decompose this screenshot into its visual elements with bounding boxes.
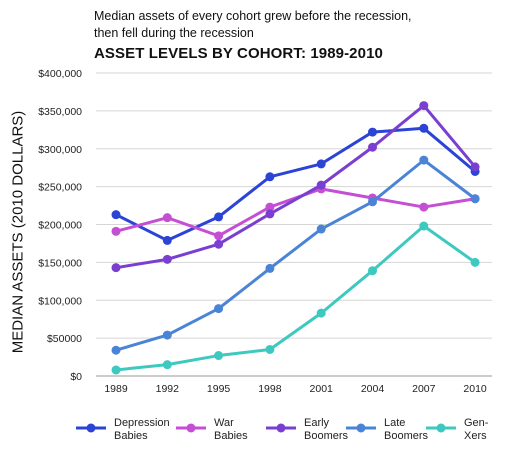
data-point [419,202,429,212]
y-tick-label: $150,000 [38,257,82,269]
data-point [470,194,480,204]
data-point [111,226,121,236]
data-point [470,162,480,172]
data-point [214,304,224,314]
data-point [214,239,224,249]
x-tick-label: 1992 [156,383,180,395]
data-point [419,101,429,111]
data-point [111,210,121,220]
legend-label: Early Boomers [304,417,349,442]
legend-label: War Babies [214,417,248,442]
series-line [114,224,477,372]
data-point [470,257,480,267]
data-point [111,365,121,375]
data-point [368,142,377,152]
legend-label: Depression Babies [114,417,170,442]
chart-subtitle: Median assets of every cohort grew befor… [94,9,412,40]
series-line [114,158,477,352]
data-point [111,345,121,355]
data-point [214,351,224,361]
data-point [316,159,326,169]
x-tick-label: 2007 [412,383,436,395]
data-point [419,221,429,231]
y-tick-label: $300,000 [38,144,82,156]
data-point [111,263,121,273]
data-point [162,254,172,264]
data-point [214,231,224,241]
y-tick-label: $50000 [47,333,82,345]
legend-swatch [176,423,206,433]
data-point [368,127,377,137]
data-point [214,212,224,222]
data-point [368,266,377,276]
data-point [265,172,275,182]
data-point [162,213,172,223]
legend-swatch [76,423,106,433]
data-point [419,155,429,165]
data-point [419,123,429,133]
data-point [316,180,326,190]
data-point [265,263,275,273]
data-point [316,308,326,318]
x-tick-label: 2001 [310,383,334,395]
data-point [162,360,172,370]
legend-swatch [426,423,456,433]
legend-label: Gen-Xers [464,417,489,442]
data-point [162,235,172,245]
x-tick-label: 2004 [361,383,385,395]
data-point [368,197,377,207]
y-tick-label: $100,000 [38,295,82,307]
y-tick-label: $350,000 [38,106,82,118]
x-tick-label: 2010 [463,383,487,395]
y-tick-label: $0 [70,371,82,383]
data-point [162,330,172,340]
series-line [114,126,477,242]
data-point [265,344,275,354]
legend-label: Late Boomers [384,417,429,442]
legend-swatch [266,423,296,433]
series-line [114,104,477,270]
data-point [265,202,275,212]
x-tick-label: 1998 [258,383,282,395]
legend-swatch [346,423,376,433]
legend: Depression Babies War Babies Early Boomers… [74,415,504,447]
y-tick-label: $200,000 [38,220,82,232]
data-point [265,209,275,219]
data-point [316,224,326,234]
x-tick-label: 1995 [207,383,231,395]
x-tick-label: 1989 [104,383,128,395]
chart-title: ASSET LEVELS BY COHORT: 1989-2010 [94,45,383,62]
y-tick-label: $400,000 [38,68,82,80]
y-tick-label: $250,000 [38,182,82,194]
